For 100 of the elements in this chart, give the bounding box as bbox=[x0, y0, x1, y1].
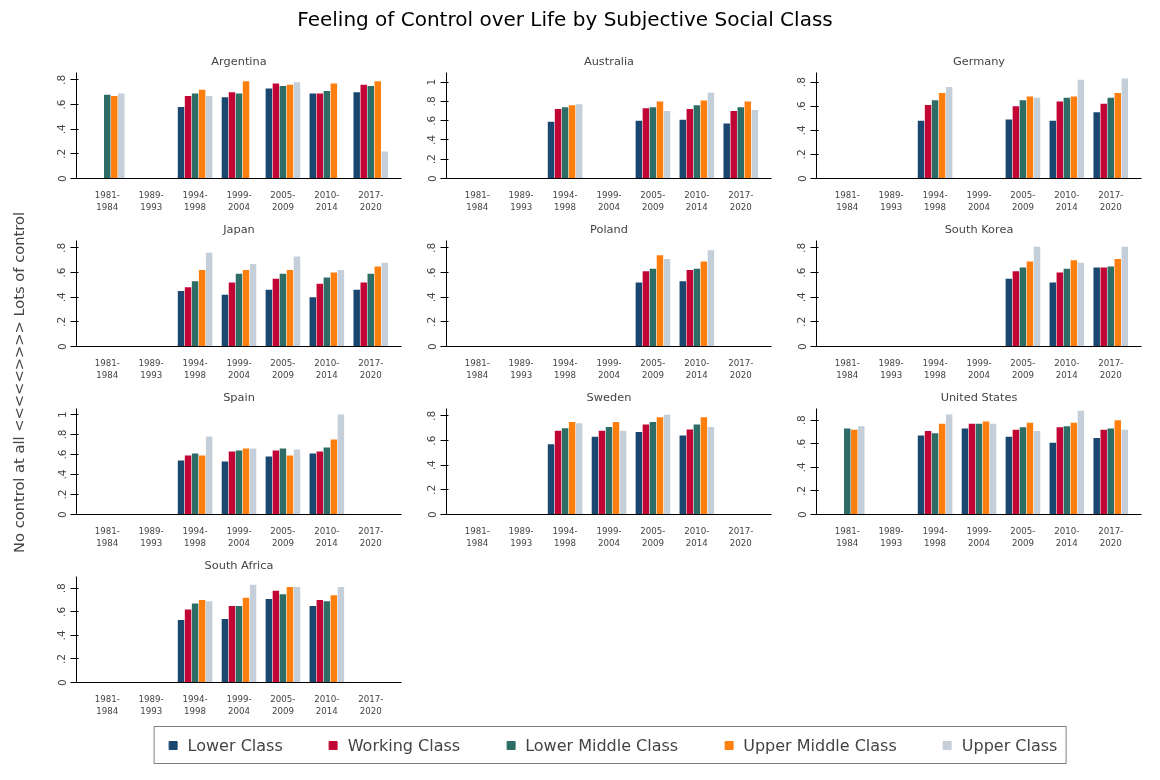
y-tick-label: .2 bbox=[55, 148, 69, 159]
legend-label: Lower Class bbox=[187, 735, 283, 755]
x-tick-label: 1989-1993 bbox=[138, 693, 164, 716]
x-tick-label: 1994-1998 bbox=[182, 525, 208, 548]
x-tick-label: 2017-2020 bbox=[358, 357, 384, 380]
x-tick-label: 1981-1984 bbox=[94, 189, 120, 212]
y-tick-label: .8 bbox=[795, 76, 809, 88]
x-tick-label: 2017-2020 bbox=[728, 525, 754, 548]
x-tick-label: 2017-2020 bbox=[728, 357, 754, 380]
x-tick-label: 1999-2004 bbox=[966, 189, 992, 212]
y-tick-label: .2 bbox=[795, 149, 809, 160]
x-tick-label: 1994-1998 bbox=[552, 189, 578, 212]
x-tick-label: 2010-2014 bbox=[684, 525, 710, 548]
x-tick-label: 1989-1993 bbox=[138, 525, 164, 548]
x-tick-label: 2010-2014 bbox=[314, 189, 340, 212]
y-tick-label: 0 bbox=[795, 174, 809, 182]
y-tick-label: 0 bbox=[795, 510, 809, 518]
x-tick-label: 2005-2009 bbox=[640, 189, 666, 212]
y-tick-label: .6 bbox=[55, 267, 69, 278]
x-tick-label: 1999-2004 bbox=[596, 357, 622, 380]
x-tick-label: 1981-1984 bbox=[464, 357, 490, 380]
x-tick-label: 1999-2004 bbox=[596, 525, 622, 548]
y-tick-label: .2 bbox=[55, 489, 69, 500]
y-tick-label: .4 bbox=[55, 123, 69, 135]
y-tick-label: 0 bbox=[55, 678, 69, 686]
x-tick-label: 2017-2020 bbox=[358, 693, 384, 716]
x-tick-label: 1989-1993 bbox=[138, 189, 164, 212]
x-tick-label: 1981-1984 bbox=[834, 357, 860, 380]
x-tick-label: 1989-1993 bbox=[878, 525, 904, 548]
x-tick-label: 1999-2004 bbox=[226, 357, 252, 380]
chart-subtitle: South Korea bbox=[944, 221, 1014, 236]
y-tick-label: 0 bbox=[795, 342, 809, 350]
chart-subtitle: Australia bbox=[583, 53, 635, 68]
chart-subtitle: Argentina bbox=[211, 53, 267, 68]
x-tick-label: 1999-2004 bbox=[966, 525, 992, 548]
x-tick-label: 2005-2009 bbox=[640, 525, 666, 548]
y-tick-label: .4 bbox=[795, 291, 809, 303]
text: Feeling of Control over Life by Subjective Social Class bbox=[297, 6, 833, 33]
x-tick-label: 1981-1984 bbox=[834, 525, 860, 548]
x-tick-label: 1981-1984 bbox=[464, 189, 490, 212]
x-tick-label: 1999-2004 bbox=[596, 189, 622, 212]
legend-label: Working Class bbox=[347, 735, 461, 755]
x-tick-label: 1994-1998 bbox=[922, 189, 948, 212]
y-tick-label: 0 bbox=[425, 174, 439, 182]
y-tick-label: .8 bbox=[795, 242, 809, 253]
x-tick-label: 2017-2020 bbox=[1098, 357, 1124, 380]
x-tick-label: 1999-2004 bbox=[226, 525, 252, 548]
y-tick-label: .4 bbox=[55, 630, 69, 641]
x-tick-label: 1994-1998 bbox=[552, 525, 578, 548]
x-tick-label: 1989-1993 bbox=[508, 189, 534, 212]
y-tick-label: .6 bbox=[55, 449, 69, 460]
x-tick-label: 2010-2014 bbox=[684, 357, 710, 380]
chart-subtitle: Spain bbox=[223, 389, 255, 404]
y-tick-label: .4 bbox=[55, 469, 69, 480]
x-tick-label: 1989-1993 bbox=[508, 525, 534, 548]
y-tick-label: .2 bbox=[425, 484, 439, 495]
y-tick-label: 0 bbox=[425, 510, 439, 518]
x-tick-label: 2010-2014 bbox=[1054, 189, 1080, 212]
x-tick-label: 2017-2020 bbox=[358, 525, 384, 548]
y-tick-label: .8 bbox=[425, 96, 439, 107]
x-tick-label: 2010-2014 bbox=[314, 357, 340, 380]
y-tick-label: .8 bbox=[425, 410, 439, 421]
x-tick-label: 1999-2004 bbox=[226, 189, 252, 212]
x-tick-label: 1989-1993 bbox=[138, 357, 164, 380]
x-tick-label: 2005-2009 bbox=[640, 357, 666, 380]
x-tick-label: 1994-1998 bbox=[182, 357, 208, 380]
x-tick-label: 1989-1993 bbox=[508, 357, 534, 380]
x-tick-label: 1981-1984 bbox=[834, 189, 860, 212]
x-tick-label: 1999-2004 bbox=[226, 693, 252, 716]
x-tick-label: 1994-1998 bbox=[552, 357, 578, 380]
x-tick-label: 2010-2014 bbox=[314, 693, 340, 716]
x-tick-label: 1994-1998 bbox=[182, 693, 208, 716]
chart-subtitle: Germany bbox=[952, 53, 1006, 68]
x-tick-label: 2005-2009 bbox=[1010, 189, 1036, 212]
y-tick-label: .4 bbox=[425, 459, 439, 471]
y-tick-label: .2 bbox=[425, 154, 439, 165]
x-tick-label: 2005-2009 bbox=[270, 189, 296, 212]
y-tick-label: 1 bbox=[425, 78, 439, 86]
x-tick-label: 1981-1984 bbox=[94, 693, 120, 716]
y-tick-label: .6 bbox=[795, 438, 809, 449]
y-tick-label: .6 bbox=[55, 99, 69, 110]
y-tick-label: .2 bbox=[55, 653, 69, 665]
x-tick-label: 2010-2014 bbox=[1054, 525, 1080, 548]
y-tick-label: .2 bbox=[55, 316, 69, 327]
y-tick-label: .4 bbox=[55, 291, 69, 303]
y-tick-label: .6 bbox=[795, 267, 809, 278]
chart-subtitle: Sweden bbox=[586, 389, 632, 404]
chart-subtitle: Japan bbox=[222, 221, 255, 236]
x-tick-label: 2017-2020 bbox=[728, 189, 754, 212]
legend-label: Upper Middle Class bbox=[743, 735, 897, 755]
x-tick-label: 2017-2020 bbox=[1098, 189, 1124, 212]
y-axis-title: No control at all <<<<<>>>> Lots of control bbox=[10, 212, 27, 553]
y-tick-label: .6 bbox=[425, 435, 439, 446]
y-tick-label: .8 bbox=[55, 429, 69, 440]
y-tick-label: .8 bbox=[55, 582, 69, 594]
x-tick-label: 2005-2009 bbox=[1010, 357, 1036, 380]
x-tick-label: 2005-2009 bbox=[270, 525, 296, 548]
y-tick-label: .2 bbox=[795, 485, 809, 497]
y-tick-label: .4 bbox=[425, 291, 439, 303]
y-tick-label: 0 bbox=[425, 342, 439, 350]
